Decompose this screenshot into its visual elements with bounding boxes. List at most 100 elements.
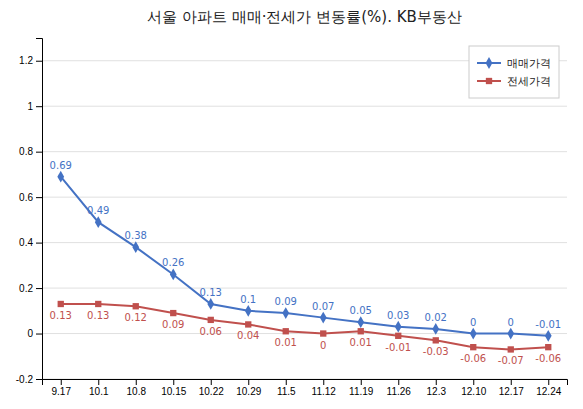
legend-label: 매매가격 xyxy=(507,57,551,70)
y-tick-label: 0.6 xyxy=(19,192,33,203)
y-tick-mark xyxy=(36,288,42,289)
point xyxy=(433,337,439,343)
y-tick: 1 xyxy=(27,101,42,112)
data-label: 0.09 xyxy=(275,296,297,307)
y-axis-line xyxy=(36,39,43,380)
data-label: -0.01 xyxy=(385,342,411,353)
x-tick: 9.17 xyxy=(52,379,72,397)
y-tick-mark xyxy=(36,61,42,62)
x-tick: 11.26 xyxy=(387,379,412,397)
point xyxy=(395,321,402,333)
legend-item: 매매가격 xyxy=(477,57,551,70)
point xyxy=(245,321,251,327)
x-tick: 10.15 xyxy=(161,379,186,397)
point xyxy=(358,328,364,334)
data-label: -0.01 xyxy=(535,319,561,330)
x-tick-mark xyxy=(436,379,437,385)
x-tick: 12.3 xyxy=(427,379,447,397)
data-label: -0.07 xyxy=(498,355,524,366)
y-tick: 0 xyxy=(27,328,42,339)
point xyxy=(357,316,364,328)
y-tick-mark xyxy=(36,243,42,244)
title: 서울 아파트 매매·전세가 변동률(%). KB부동산 xyxy=(147,8,462,26)
x-tick-label: 11.19 xyxy=(349,386,374,397)
y-tick-label: 0 xyxy=(27,328,33,339)
y-tick: 0.8 xyxy=(19,146,42,157)
point xyxy=(170,310,176,316)
data-label: 0.12 xyxy=(125,312,147,323)
point xyxy=(207,298,214,310)
y-tick: -0.2 xyxy=(16,374,42,385)
legend-marker xyxy=(486,78,492,84)
legend-item: 전세가격 xyxy=(477,75,551,88)
x-axis: 9.17 10.1 10.8 10.15 10.22 10.29 11.5 11.12 11.1… xyxy=(43,379,568,397)
x-tick-mark xyxy=(61,379,62,385)
legend-box xyxy=(469,46,559,98)
point xyxy=(320,330,326,336)
x-tick-label: 10.22 xyxy=(199,386,224,397)
y-tick: 0.6 xyxy=(19,192,42,203)
data-label: 0.1 xyxy=(240,294,256,305)
x-tick-mark xyxy=(398,379,399,385)
point xyxy=(470,344,476,350)
y-tick-label: 1 xyxy=(27,101,33,112)
data-label: 0.01 xyxy=(275,337,297,348)
point xyxy=(132,241,139,253)
point xyxy=(507,328,514,340)
grid-line xyxy=(42,288,567,289)
x-tick-mark xyxy=(361,379,362,385)
x-tick-mark xyxy=(211,379,212,385)
x-tick-label: 11.26 xyxy=(387,386,412,397)
y-tick-mark xyxy=(36,152,42,153)
point xyxy=(508,346,514,352)
x-tick-label: 12.10 xyxy=(461,386,486,397)
point xyxy=(95,301,101,307)
x-tick-mark xyxy=(323,379,324,385)
data-label: 0.06 xyxy=(200,326,222,337)
data-label: 0.04 xyxy=(237,330,259,341)
y-tick-mark xyxy=(36,106,42,107)
point xyxy=(545,330,552,342)
y-tick-label: 0.2 xyxy=(19,283,33,294)
x-tick-mark xyxy=(286,379,287,385)
y-tick: 0.2 xyxy=(19,283,42,294)
series-line xyxy=(61,304,549,349)
x-tick-label: 10.15 xyxy=(161,386,186,397)
x-tick: 10.29 xyxy=(236,379,261,397)
y-tick-mark xyxy=(36,379,42,380)
legend: 매매가격전세가격 xyxy=(469,46,559,98)
data-label: -0.06 xyxy=(460,353,486,364)
marks xyxy=(57,171,551,353)
data-label: 0.13 xyxy=(87,310,109,321)
x-tick: 10.8 xyxy=(127,379,147,397)
grid-line xyxy=(42,242,567,243)
x-tick-label: 11.5 xyxy=(277,386,296,397)
x-tick-mark xyxy=(173,379,174,385)
legend-label: 전세가격 xyxy=(507,75,551,88)
data-label: 0.69 xyxy=(50,160,72,171)
x-tick-label: 12.24 xyxy=(536,386,561,397)
data-label: 0 xyxy=(470,317,476,328)
x-tick-mark xyxy=(136,379,137,385)
x-tick: 12.24 xyxy=(536,379,561,397)
data-label: 0.03 xyxy=(387,310,409,321)
grid-line xyxy=(42,197,567,198)
grid-line xyxy=(42,151,567,152)
point xyxy=(283,328,289,334)
point xyxy=(470,328,477,340)
data-labels: 0.690.490.380.260.130.10.090.070.050.030… xyxy=(50,160,562,367)
data-label: 0.13 xyxy=(200,287,222,298)
point xyxy=(282,307,289,319)
data-label: 0.09 xyxy=(162,319,184,330)
data-label: 0.13 xyxy=(50,310,72,321)
y-tick: 1.2 xyxy=(19,55,42,66)
data-label: -0.06 xyxy=(535,353,561,364)
x-tick: 11.19 xyxy=(349,379,374,397)
y-tick-mark xyxy=(36,197,42,198)
x-tick: 11.12 xyxy=(312,379,337,397)
point xyxy=(432,323,439,335)
y-tick: 0.4 xyxy=(19,237,42,248)
x-tick: 12.10 xyxy=(461,379,486,397)
x-tick-label: 10.1 xyxy=(89,386,109,397)
x-tick-mark xyxy=(511,379,512,385)
